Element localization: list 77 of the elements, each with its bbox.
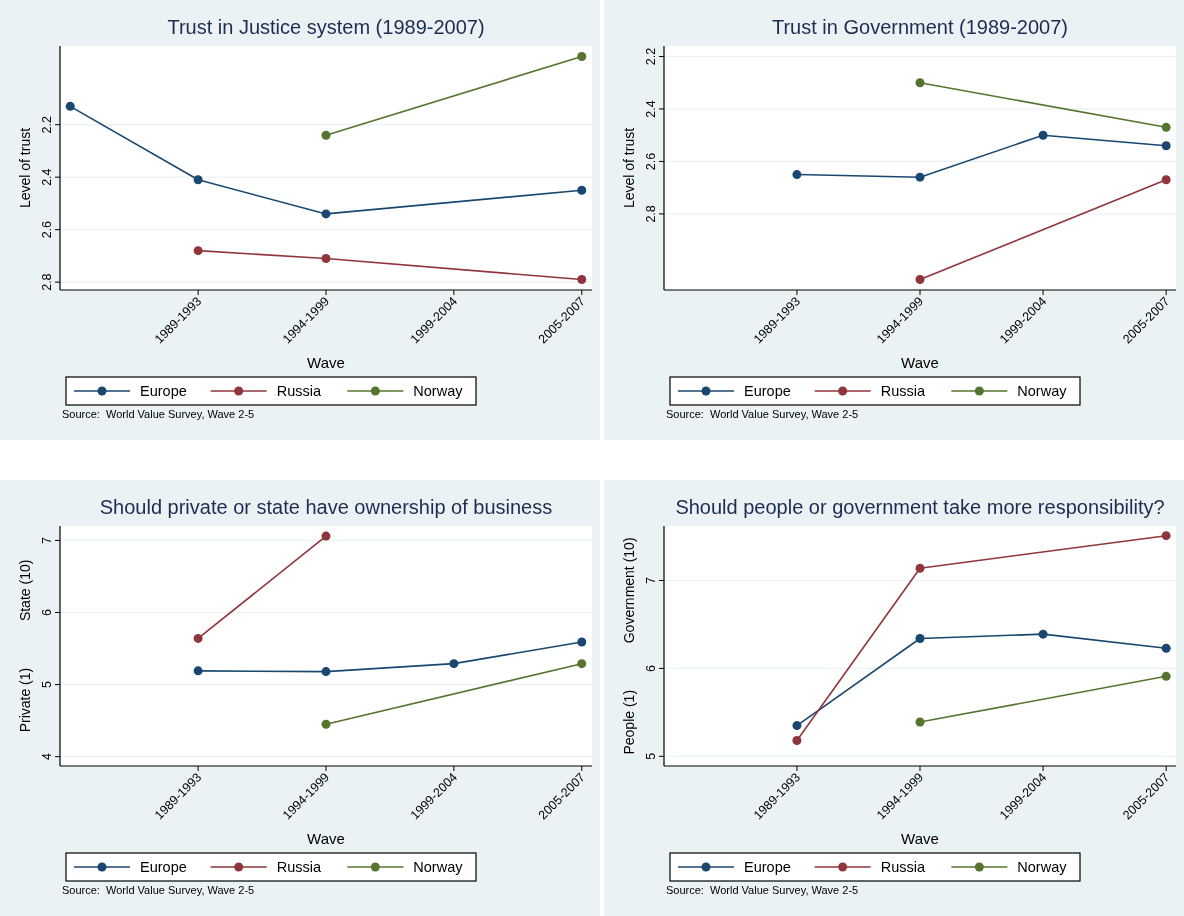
y-tick-label: 2.2 xyxy=(40,115,54,134)
point xyxy=(577,659,587,669)
point xyxy=(321,130,331,140)
legend-label: Russia xyxy=(880,859,926,875)
point xyxy=(321,254,331,264)
point xyxy=(193,666,203,676)
point xyxy=(577,275,587,285)
point xyxy=(915,275,925,285)
point xyxy=(915,78,925,88)
point xyxy=(321,667,331,677)
y-axis-title: People (1) Government (10) xyxy=(621,537,637,755)
source-note: Source: World Value Survey, Wave 2-5 xyxy=(62,884,255,896)
point xyxy=(193,246,203,256)
point xyxy=(915,563,925,573)
chart-title: Trust in Justice system (1989-2007) xyxy=(167,16,485,38)
y-tick-label: 7 xyxy=(40,536,54,544)
point xyxy=(792,721,802,731)
point xyxy=(449,659,459,669)
point xyxy=(193,633,203,643)
point xyxy=(1038,629,1048,639)
x-axis-title: Wave xyxy=(307,830,345,847)
point xyxy=(1038,130,1048,140)
point xyxy=(577,185,587,195)
x-axis-title: Wave xyxy=(901,354,939,371)
point xyxy=(792,736,802,746)
chart-title: Trust in Government (1989-2007) xyxy=(771,16,1069,38)
point xyxy=(915,634,925,644)
point xyxy=(915,172,925,182)
y-tick-label: 6 xyxy=(644,664,658,672)
point xyxy=(1161,531,1171,541)
point xyxy=(792,170,802,180)
x-axis-title: Wave xyxy=(901,830,939,847)
y-tick-label: 2.6 xyxy=(644,152,658,171)
legend-label: Europe xyxy=(140,383,187,399)
point xyxy=(1161,141,1171,151)
y-tick-label: 5 xyxy=(40,681,54,689)
point xyxy=(1161,175,1171,185)
y-tick-label: 7 xyxy=(644,576,658,584)
point xyxy=(193,175,203,185)
y-tick-label: 2.8 xyxy=(40,273,54,291)
y-axis-title: Level of trust xyxy=(621,127,637,209)
y-tick-label: 2.4 xyxy=(644,100,658,118)
legend-label: Norway xyxy=(1017,859,1068,875)
chart-title: Should people or government take more responsibility? xyxy=(675,496,1165,518)
point xyxy=(1161,671,1171,681)
point xyxy=(321,531,331,541)
y-tick-label: 2.2 xyxy=(644,47,658,66)
legend-label: Norway xyxy=(413,859,464,875)
point xyxy=(915,717,925,727)
legend-label: Russia xyxy=(276,383,322,399)
legend-label: Norway xyxy=(413,383,464,399)
point xyxy=(321,209,331,219)
legend-label: Europe xyxy=(140,859,187,875)
source-note: Source: World Value Survey, Wave 2-5 xyxy=(62,408,255,420)
legend-label: Russia xyxy=(276,859,322,875)
legend-label: Europe xyxy=(744,383,791,399)
legend-label: Europe xyxy=(744,859,791,875)
point xyxy=(1161,643,1171,653)
y-tick-label: 6 xyxy=(40,608,54,616)
y-tick-label: 2.6 xyxy=(40,220,54,239)
legend-label: Norway xyxy=(1017,383,1068,399)
point xyxy=(577,51,587,61)
y-tick-label: 5 xyxy=(644,752,658,760)
point xyxy=(577,637,587,647)
y-tick-label: 2.8 xyxy=(644,205,658,223)
point xyxy=(1161,122,1171,132)
point xyxy=(65,101,75,111)
point xyxy=(321,719,331,729)
y-tick-label: 4 xyxy=(40,753,54,761)
legend-label: Russia xyxy=(880,383,926,399)
y-axis-title: Level of trust xyxy=(17,127,33,209)
x-axis-title: Wave xyxy=(307,354,345,371)
source-note: Source: World Value Survey, Wave 2-5 xyxy=(666,408,859,420)
y-tick-label: 2.4 xyxy=(40,168,54,186)
source-note: Source: World Value Survey, Wave 2-5 xyxy=(666,884,859,896)
y-axis-title: Private (1) State (10) xyxy=(17,559,33,733)
chart-title: Should private or state have ownership of business xyxy=(99,496,553,518)
